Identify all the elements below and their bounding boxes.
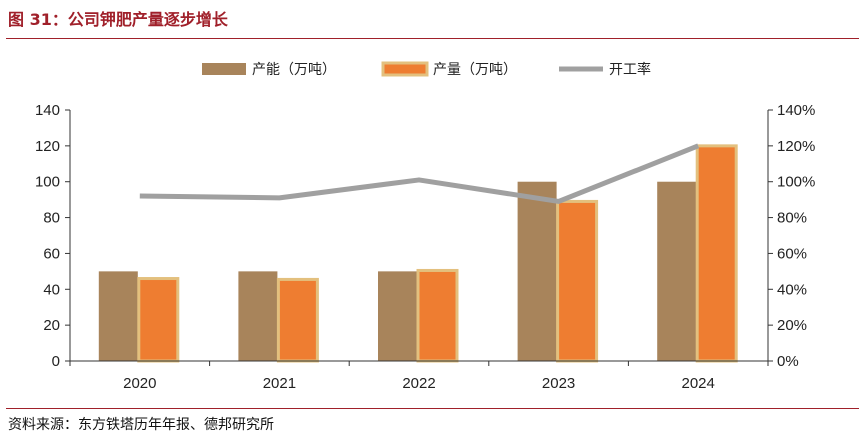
utilization-line xyxy=(139,143,700,204)
output-bar xyxy=(137,277,180,363)
left-tick-label: 120 xyxy=(35,138,60,155)
left-tick-label: 20 xyxy=(43,317,60,334)
right-tick-label: 40% xyxy=(777,281,807,298)
capacity-bar xyxy=(238,271,278,361)
output-bar xyxy=(276,277,319,363)
legend-label-utilization: 开工率 xyxy=(609,61,651,78)
right-tick-label: 100% xyxy=(777,174,815,191)
x-tick-label: 2020 xyxy=(123,375,156,392)
left-tick-label: 40 xyxy=(43,281,60,298)
legend-swatch-capacity xyxy=(202,63,246,75)
left-tick-label: 140 xyxy=(35,102,60,119)
capacity-bar xyxy=(378,271,417,361)
right-tick-label: 120% xyxy=(777,138,815,155)
figure-title: 图 31：公司钾肥产量逐步增长 xyxy=(8,10,228,29)
output-bar xyxy=(695,144,738,363)
left-tick-label: 0 xyxy=(52,353,60,370)
right-tick-label: 20% xyxy=(777,317,807,334)
x-tick-label: 2023 xyxy=(542,375,575,392)
title-divider xyxy=(6,38,859,39)
right-tick-label: 80% xyxy=(777,210,807,227)
source-note: 资料来源：东方铁塔历年年报、德邦研究所 xyxy=(8,417,274,433)
source-divider xyxy=(6,408,859,409)
capacity-bar xyxy=(657,181,697,361)
right-tick-label: 60% xyxy=(777,245,807,262)
right-tick-label: 140% xyxy=(777,102,815,119)
left-tick-label: 60 xyxy=(43,245,60,262)
capacity-bar xyxy=(98,271,138,361)
capacity-bar xyxy=(517,181,557,361)
right-tick-label: 0% xyxy=(777,353,799,370)
legend-label-output: 产量（万吨） xyxy=(433,62,517,78)
output-bar xyxy=(416,268,459,363)
left-tick-label: 80 xyxy=(43,210,60,227)
legend-swatch-output xyxy=(381,61,429,77)
output-bar xyxy=(556,199,599,363)
left-tick-label: 100 xyxy=(35,174,60,191)
x-tick-label: 2024 xyxy=(682,375,715,392)
x-tick-label: 2022 xyxy=(402,375,435,392)
legend-label-capacity: 产能（万吨） xyxy=(252,62,336,78)
x-tick-label: 2021 xyxy=(263,375,296,392)
